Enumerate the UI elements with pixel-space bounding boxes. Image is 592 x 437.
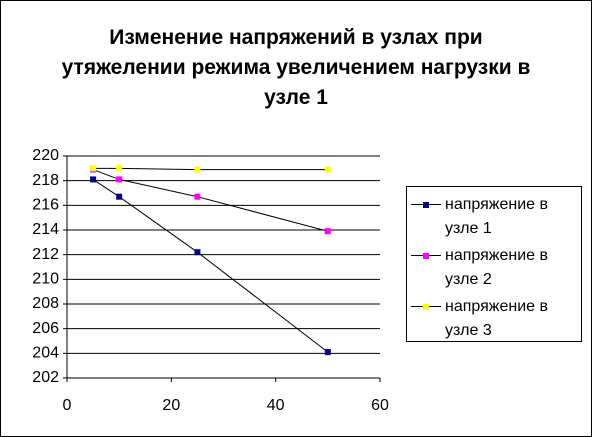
point [116, 176, 123, 183]
point [194, 193, 201, 200]
y-tick-label: 220 [32, 147, 59, 164]
point [90, 176, 97, 183]
point [116, 165, 123, 172]
y-tick-label: 204 [32, 345, 59, 362]
y-tick-label: 206 [32, 320, 59, 337]
y-tick-label: 202 [32, 369, 59, 386]
point [324, 166, 331, 173]
point [116, 193, 123, 200]
point [194, 249, 201, 256]
series-line [92, 179, 329, 353]
y-tick-label: 210 [32, 271, 59, 288]
legend-key [411, 193, 441, 217]
y-tick-label: 212 [32, 246, 59, 263]
legend-key [411, 244, 441, 268]
x-tick-label: 60 [371, 397, 389, 414]
y-tick-label: 216 [32, 197, 59, 214]
y-tick-label: 208 [32, 295, 59, 312]
point [90, 165, 97, 172]
legend-label: напряжение в узле 3 [445, 298, 548, 339]
legend-label: напряжение в узле 1 [445, 196, 548, 237]
y-tick-label: 218 [32, 172, 59, 189]
legend-key [411, 295, 441, 319]
series-line [93, 167, 328, 171]
legend-item: напряжение в узле 1 [411, 193, 577, 241]
x-tick-label: 40 [267, 397, 285, 414]
legend-label: напряжение в узле 2 [445, 247, 548, 288]
legend-item: напряжение в узле 2 [411, 244, 577, 292]
y-tick-label: 214 [32, 221, 59, 238]
x-tick-label: 20 [162, 397, 180, 414]
legend-item: напряжение в узле 3 [411, 295, 577, 343]
x-tick-label: 0 [63, 397, 72, 414]
legend: напряжение в узле 1 напряжение в узле 2 на… [406, 186, 582, 342]
point [324, 228, 331, 235]
point [194, 166, 201, 173]
point [324, 349, 331, 356]
chart-title: Изменение напряжений в узлах при утяжеле… [61, 26, 531, 109]
series-line [92, 169, 328, 232]
